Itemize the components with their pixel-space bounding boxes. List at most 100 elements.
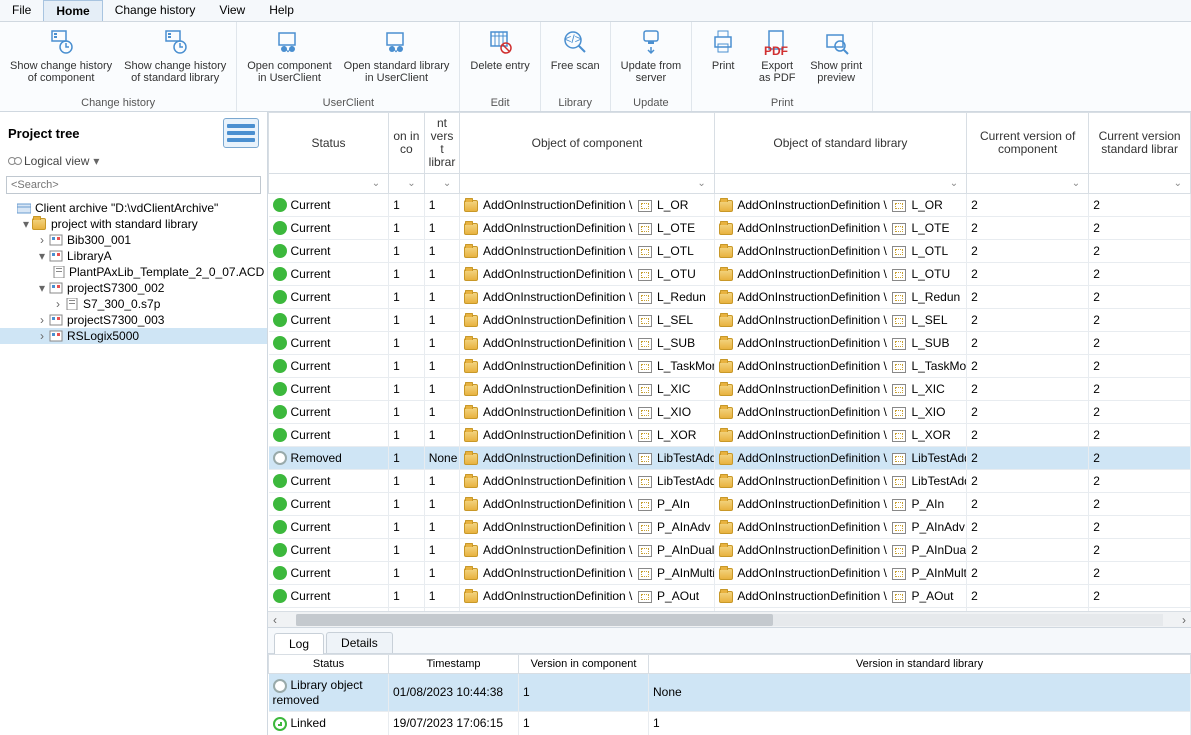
expand-icon[interactable]: ›	[36, 313, 48, 327]
tree-node[interactable]: ›RSLogix5000	[0, 328, 267, 344]
obj-comp-cell: AddOnInstructionDefinition \ P_AInAdv	[460, 516, 714, 539]
object-icon	[638, 200, 652, 212]
filter-cell[interactable]: ⌄	[424, 174, 460, 194]
tab-details[interactable]: Details	[326, 632, 393, 653]
obj-lib-cell: AddOnInstructionDefinition \ P_AOut	[714, 585, 966, 608]
tree-node[interactable]: Client archive "D:\vdClientArchive"	[0, 200, 267, 216]
tree-node[interactable]: ›Bib300_001	[0, 232, 267, 248]
cur-ver-comp-cell: 2	[967, 539, 1089, 562]
obj-comp-cell: AddOnInstructionDefinition \ P_AIn	[460, 493, 714, 516]
expand-icon[interactable]: ›	[36, 329, 48, 343]
table-row[interactable]: Current11 AddOnInstructionDefinition \ P…	[269, 585, 1191, 608]
ver-lib-cell: 1	[424, 585, 460, 608]
expand-icon[interactable]: ▾	[36, 281, 48, 295]
table-row[interactable]: Current11 AddOnInstructionDefinition \ L…	[269, 401, 1191, 424]
menu-item-file[interactable]: File	[0, 0, 43, 21]
ribbon-button[interactable]: PDFExportas PDF	[750, 24, 804, 95]
table-row[interactable]: Current11 AddOnInstructionDefinition \ L…	[269, 355, 1191, 378]
log-column-header[interactable]: Version in standard library	[649, 655, 1191, 674]
column-header[interactable]: Object of component	[460, 113, 714, 174]
tree-node-icon	[48, 329, 64, 343]
table-row[interactable]: Removed1None AddOnInstructionDefinition …	[269, 447, 1191, 470]
tree-node[interactable]: ›S7_300_0.s7p	[0, 296, 267, 312]
tab-log[interactable]: Log	[274, 633, 324, 654]
status-cell: Current	[269, 194, 389, 217]
cur-ver-comp-cell: 2	[967, 378, 1089, 401]
ribbon-button[interactable]: Show change historyof component	[4, 24, 118, 95]
filter-cell[interactable]: ⌄	[389, 174, 425, 194]
log-row[interactable]: Linked19/07/2023 17:06:1511	[269, 711, 1191, 735]
tree-node[interactable]: ▾LibraryA	[0, 248, 267, 264]
ver-lib-cell: 1	[424, 194, 460, 217]
ribbon-button[interactable]: Open standard libraryin UserClient	[338, 24, 456, 95]
table-row[interactable]: Current11 AddOnInstructionDefinition \ L…	[269, 286, 1191, 309]
log-row[interactable]: Library object removed01/08/2023 10:44:3…	[269, 674, 1191, 712]
table-row[interactable]: Current11 AddOnInstructionDefinition \ L…	[269, 378, 1191, 401]
column-header[interactable]: Current versionstandard librar	[1089, 113, 1191, 174]
search-input[interactable]	[6, 176, 261, 194]
expand-icon[interactable]: ›	[36, 233, 48, 247]
cur-ver-lib-cell: 2	[1089, 263, 1191, 286]
filter-cell[interactable]: ⌄	[967, 174, 1089, 194]
table-row[interactable]: Current11 AddOnInstructionDefinition \ L…	[269, 309, 1191, 332]
log-column-header[interactable]: Version in component	[519, 655, 649, 674]
table-row[interactable]: Current11 AddOnInstructionDefinition \ P…	[269, 562, 1191, 585]
log-grid-wrap: StatusTimestampVersion in componentVersi…	[268, 654, 1191, 735]
logical-view-selector[interactable]: Logical view ▾	[0, 154, 267, 174]
table-row[interactable]: Current11 AddOnInstructionDefinition \ L…	[269, 332, 1191, 355]
table-row[interactable]: Current11 AddOnInstructionDefinition \ P…	[269, 493, 1191, 516]
obj-lib-cell: AddOnInstructionDefinition \ L_XIC	[714, 378, 966, 401]
menu-item-home[interactable]: Home	[43, 0, 102, 21]
filter-cell[interactable]: ⌄	[1089, 174, 1191, 194]
filter-cell[interactable]: ⌄	[269, 174, 389, 194]
tree-node[interactable]: PlantPAxLib_Template_2_0_07.ACD	[0, 264, 267, 280]
table-row[interactable]: Current11 AddOnInstructionDefinition \ L…	[269, 424, 1191, 447]
status-dot-icon	[273, 382, 287, 396]
menu-item-change-history[interactable]: Change history	[103, 0, 208, 21]
scroll-thumb[interactable]	[296, 614, 773, 626]
column-header[interactable]: on in co	[389, 113, 425, 174]
expand-icon[interactable]: ▾	[20, 217, 32, 231]
table-row[interactable]: Current11 AddOnInstructionDefinition \ P…	[269, 516, 1191, 539]
horizontal-scrollbar[interactable]: ‹ ›	[268, 611, 1191, 627]
column-header[interactable]: nt verst librar	[424, 113, 460, 174]
object-icon	[638, 269, 652, 281]
ribbon-button[interactable]: Open componentin UserClient	[241, 24, 337, 95]
ribbon-button[interactable]: Show printpreview	[804, 24, 868, 95]
expand-icon[interactable]: ▾	[36, 249, 48, 263]
log-column-header[interactable]: Status	[269, 655, 389, 674]
tree-title: Project tree	[8, 126, 80, 141]
ribbon-button[interactable]: Show change historyof standard library	[118, 24, 232, 95]
table-row[interactable]: Current11 AddOnInstructionDefinition \ L…	[269, 240, 1191, 263]
ribbon-button[interactable]: </>Free scan	[545, 24, 606, 95]
log-column-header[interactable]: Timestamp	[389, 655, 519, 674]
grid-scroll[interactable]: Statuson in cont verst librarObject of c…	[268, 112, 1191, 611]
status-dot-icon	[273, 520, 287, 534]
table-row[interactable]: Current11 AddOnInstructionDefinition \ L…	[269, 470, 1191, 493]
menu-item-help[interactable]: Help	[257, 0, 306, 21]
scroll-left-icon[interactable]: ‹	[268, 613, 282, 627]
ribbon-button[interactable]: Update fromserver	[615, 24, 688, 95]
scroll-track[interactable]	[296, 614, 1163, 626]
tree-node[interactable]: ▾projectS7300_002	[0, 280, 267, 296]
ribbon-button[interactable]: Print	[696, 24, 750, 95]
object-icon	[638, 476, 652, 488]
column-header[interactable]: Object of standard library	[714, 113, 966, 174]
tree-node[interactable]: ›projectS7300_003	[0, 312, 267, 328]
view-toggle-button[interactable]	[223, 118, 259, 148]
expand-icon[interactable]: ›	[52, 297, 64, 311]
table-row[interactable]: Current11 AddOnInstructionDefinition \ L…	[269, 263, 1191, 286]
filter-cell[interactable]: ⌄	[460, 174, 714, 194]
column-header[interactable]: Current version ofcomponent	[967, 113, 1089, 174]
ribbon-button[interactable]: Delete entry	[464, 24, 535, 95]
table-row[interactable]: Current11 AddOnInstructionDefinition \ L…	[269, 194, 1191, 217]
menu-item-view[interactable]: View	[207, 0, 257, 21]
scroll-right-icon[interactable]: ›	[1177, 613, 1191, 627]
object-icon	[892, 338, 906, 350]
cur-ver-comp-cell: 2	[967, 447, 1089, 470]
tree-node[interactable]: ▾project with standard library	[0, 216, 267, 232]
table-row[interactable]: Current11 AddOnInstructionDefinition \ P…	[269, 539, 1191, 562]
column-header[interactable]: Status	[269, 113, 389, 174]
filter-cell[interactable]: ⌄	[714, 174, 966, 194]
table-row[interactable]: Current11 AddOnInstructionDefinition \ L…	[269, 217, 1191, 240]
